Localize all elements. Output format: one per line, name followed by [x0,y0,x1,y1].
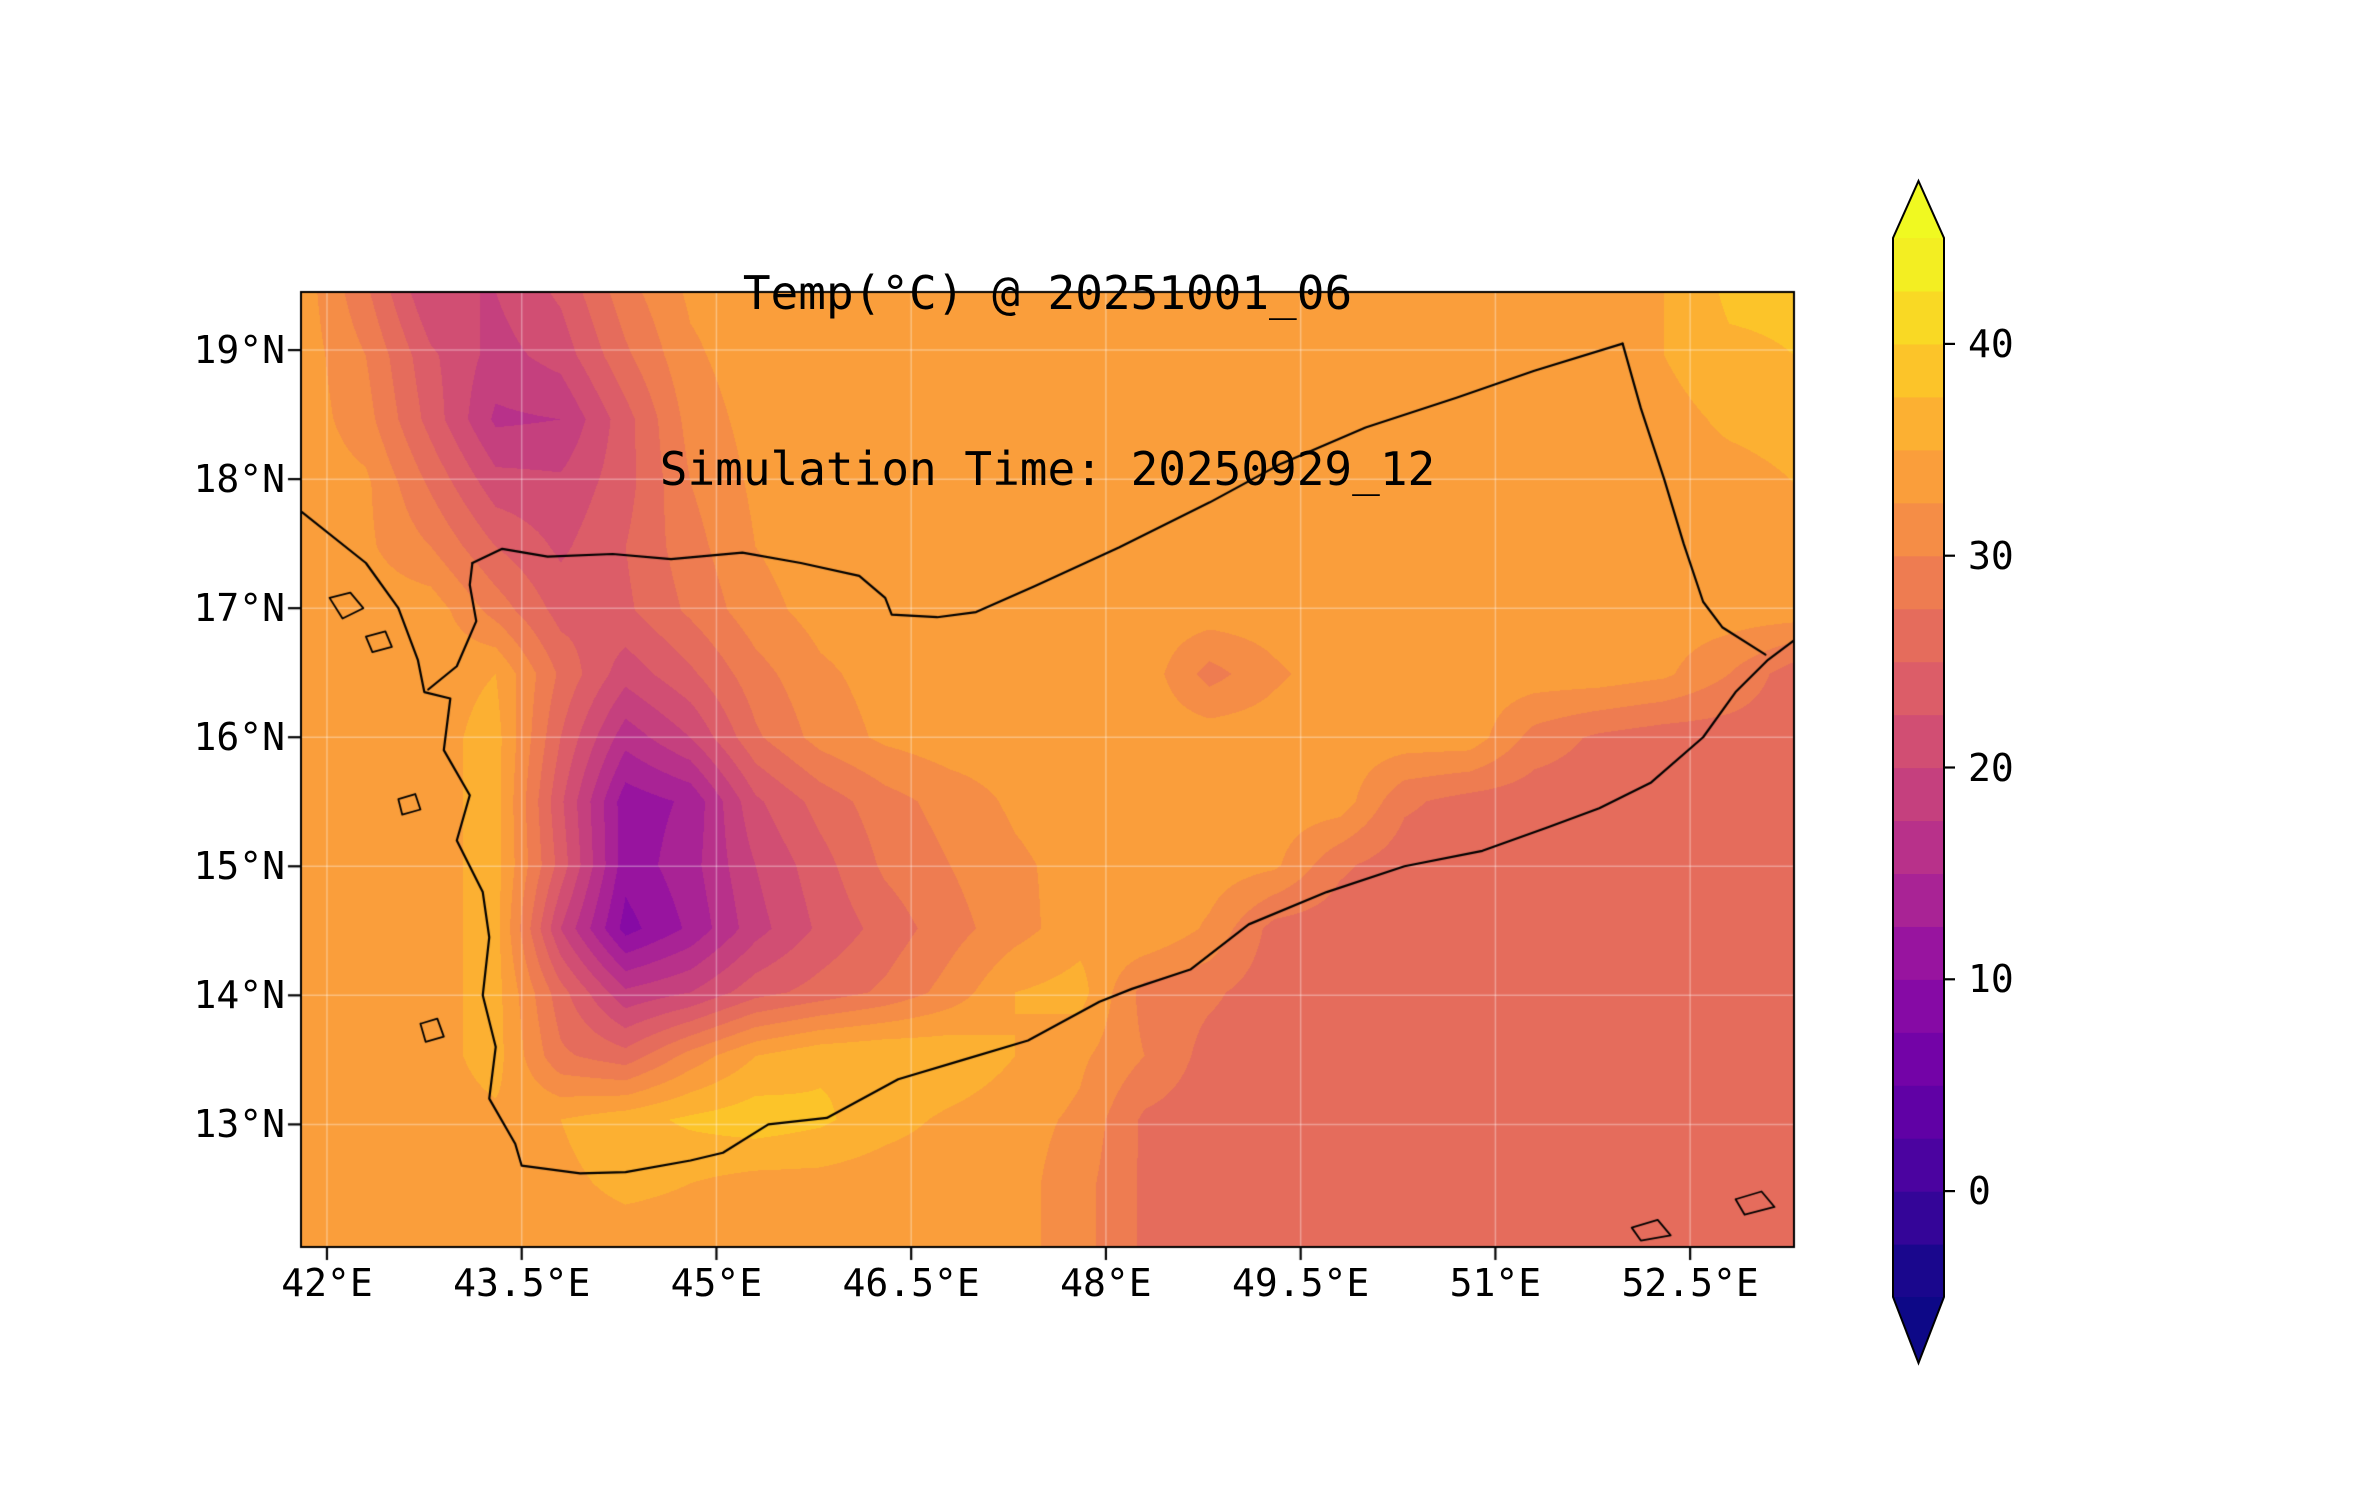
colorbar-tick-label: 20 [1968,745,2014,790]
x-tick-label: 52.5°E [1621,1261,1759,1305]
y-tick-label: 19°N [193,328,285,373]
x-tick-label: 45°E [670,1261,763,1305]
y-tick-label: 16°N [193,715,285,760]
colorbar-tick-label: 30 [1968,533,2014,578]
y-tick-label: 15°N [193,844,285,889]
x-tick-label: 43.5°E [453,1261,591,1305]
y-tick-label: 14°N [193,973,285,1018]
colorbar-tick-label: 0 [1968,1169,1991,1214]
x-tick-label: 48°E [1060,1261,1152,1305]
colorbar-tick-label: 10 [1968,957,2014,1002]
x-tick-label: 46.5°E [842,1261,980,1305]
chart-title: Temp(°C) @ 20251001_06 Simulation Time: … [301,146,1794,617]
x-tick-label: 49.5°E [1232,1261,1370,1305]
x-tick-label: 51°E [1449,1261,1542,1305]
colorbar-tick-label: 40 [1968,321,2014,366]
chart-title-line2: Simulation Time: 20250929_12 [659,442,1436,497]
chart-title-line1: Temp(°C) @ 20251001_06 [742,265,1353,320]
y-tick-label: 18°N [193,457,285,502]
x-tick-label: 42°E [281,1261,373,1305]
y-tick-label: 17°N [193,586,285,631]
y-tick-label: 13°N [193,1102,285,1147]
